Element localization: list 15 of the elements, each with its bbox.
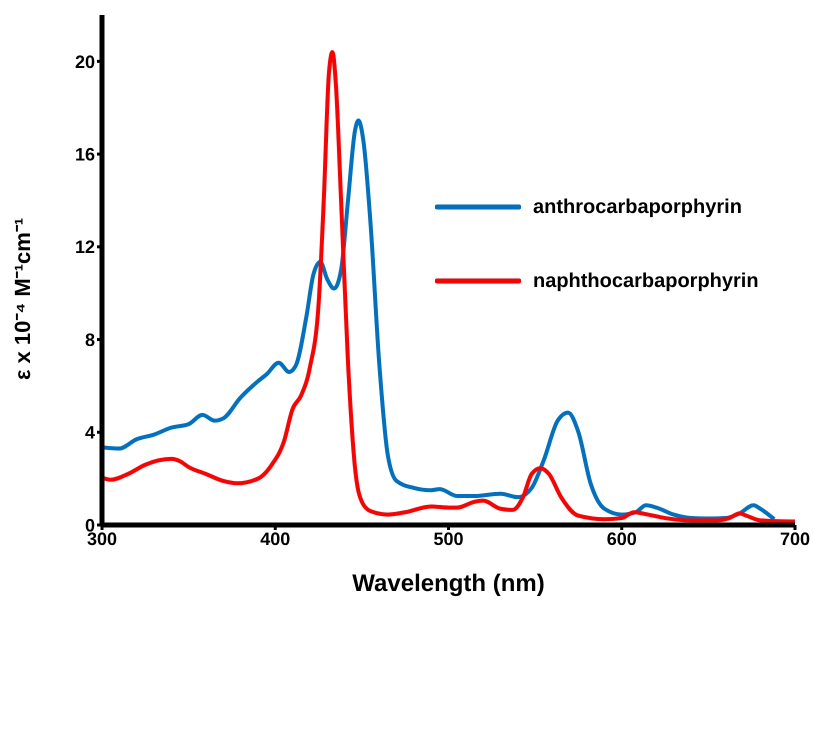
line-series	[102, 50, 795, 524]
y-tick-label: 4	[84, 422, 95, 443]
y-tick-label: 12	[74, 237, 95, 258]
x-tick-label: 400	[260, 528, 290, 549]
line-series	[102, 118, 776, 522]
y-tick-label: 8	[84, 330, 95, 350]
x-axis-title: Wavelength (nm)	[352, 570, 545, 597]
x-tick-label: 700	[780, 528, 810, 549]
y-axis-title: ε x 10⁻⁴ M⁻¹cm⁻¹	[10, 218, 35, 380]
x-tick-label: 600	[606, 528, 637, 549]
y-tick-label: 20	[74, 52, 95, 72]
legend-label: naphthocarbaporphyrin	[533, 270, 759, 292]
x-tick-label: 500	[433, 528, 464, 549]
legend-label: anthrocarbaporphyrin	[533, 196, 742, 218]
y-tick-label: 16	[74, 144, 95, 164]
